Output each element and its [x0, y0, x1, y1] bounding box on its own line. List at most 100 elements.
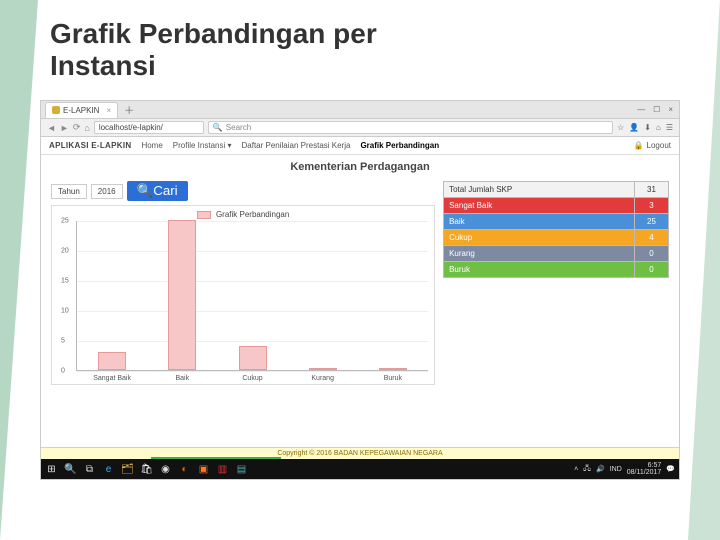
chart-gridline: [77, 251, 428, 252]
windows-taskbar: ⊞ 🔍 ⧉ e 🗂 🛍 ◉ ◐ ▣ ▥ ▤ ˄ 🖧 🔊 IND 6:5708/1…: [41, 459, 679, 479]
nav-forward-icon[interactable]: ►: [60, 123, 69, 133]
row-value: 4: [635, 230, 669, 246]
table-row: Kurang0: [444, 246, 669, 262]
window-minimize-icon[interactable]: —: [637, 105, 645, 114]
chrome-icon[interactable]: ◉: [159, 463, 172, 476]
chart-ytick: 15: [61, 278, 69, 285]
table-row: Cukup4: [444, 230, 669, 246]
row-value: 0: [635, 246, 669, 262]
chart-container: Grafik Perbandingan 0510152025Sangat Bai…: [51, 205, 435, 385]
logout-link[interactable]: 🔒 Logout: [634, 141, 671, 150]
chart-xlabel: Cukup: [233, 375, 273, 382]
chart-gridline: [77, 311, 428, 312]
nav-grafik[interactable]: Grafik Perbandingan: [360, 141, 439, 150]
nav-back-icon[interactable]: ◄: [47, 123, 56, 133]
page-title: Kementerian Perdagangan: [41, 155, 679, 177]
row-value: 25: [635, 214, 669, 230]
row-label: Cukup: [444, 230, 635, 246]
chart-ytick: 0: [61, 368, 65, 375]
system-tray[interactable]: ˄ 🖧 🔊 IND 6:5708/11/2017 💬: [574, 462, 675, 476]
table-row: Total Jumlah SKP31: [444, 182, 669, 198]
tray-clock[interactable]: 6:5708/11/2017: [627, 462, 662, 476]
chart-gridline: [77, 341, 428, 342]
chart-ytick: 20: [61, 248, 69, 255]
browser-window: E-LAPKIN × ＋ — ☐ × ◄ ► ⟳ ⌂ localhost/e-l…: [40, 100, 680, 480]
chart-bar: [168, 220, 196, 370]
chart-ytick: 25: [61, 218, 69, 225]
app-brand: APLIKASI E-LAPKIN: [49, 141, 131, 150]
chart-legend: Grafik Perbandingan: [58, 210, 428, 219]
row-label: Buruk: [444, 262, 635, 278]
tray-up-icon[interactable]: ˄: [574, 466, 578, 473]
browser-tab[interactable]: E-LAPKIN ×: [45, 102, 118, 118]
taskview-icon[interactable]: ⧉: [83, 463, 96, 476]
chart-ytick: 5: [61, 338, 65, 345]
row-value: 31: [635, 182, 669, 198]
tray-vol-icon[interactable]: 🔊: [596, 465, 605, 473]
chart-xlabel: Sangat Baik: [92, 375, 132, 382]
row-label: Total Jumlah SKP: [444, 182, 635, 198]
app-icon[interactable]: ▥: [216, 463, 229, 476]
tray-lang[interactable]: IND: [610, 466, 622, 473]
row-value: 3: [635, 198, 669, 214]
chart-gridline: [77, 371, 428, 372]
slide-title: Grafik Perbandingan per Instansi: [50, 18, 377, 82]
bookmark-icon[interactable]: ☆: [617, 123, 624, 132]
chart-bar: [379, 368, 407, 370]
url-input[interactable]: localhost/e-lapkin/: [94, 121, 204, 134]
edge-icon[interactable]: e: [102, 463, 115, 476]
home-icon[interactable]: ⌂: [656, 123, 661, 132]
download-icon[interactable]: ⬇: [644, 123, 651, 132]
legend-swatch-icon: [197, 211, 211, 219]
table-row: Baik25: [444, 214, 669, 230]
store-icon[interactable]: 🛍: [140, 463, 153, 476]
year-select[interactable]: 2016: [91, 184, 123, 199]
tray-notif-icon[interactable]: 💬: [666, 465, 675, 473]
window-close-icon[interactable]: ×: [668, 105, 673, 114]
chart-plot: 0510152025Sangat BaikBaikCukupKurangBuru…: [76, 221, 428, 371]
nav-home-icon[interactable]: ⌂: [84, 123, 89, 133]
legend-label: Grafik Perbandingan: [216, 210, 289, 219]
chart-xlabel: Kurang: [303, 375, 343, 382]
chart-ytick: 10: [61, 308, 69, 315]
app2-icon[interactable]: ▤: [235, 463, 248, 476]
chart-xlabel: Baik: [162, 375, 202, 382]
tab-title: E-LAPKIN: [63, 106, 99, 115]
menu-icon[interactable]: ☰: [666, 123, 673, 132]
chart-bar: [309, 368, 337, 370]
explorer-icon[interactable]: 🗂: [121, 463, 134, 476]
nav-home[interactable]: Home: [141, 141, 162, 150]
self-icon[interactable]: 👤: [629, 123, 639, 132]
summary-table: Total Jumlah SKP31Sangat Baik3Baik25Cuku…: [443, 181, 669, 278]
favicon-icon: [52, 106, 60, 114]
chart-bar: [239, 346, 267, 370]
new-tab-button[interactable]: ＋: [124, 102, 134, 117]
firefox-icon[interactable]: ◐: [178, 463, 191, 476]
chart-xlabel: Buruk: [373, 375, 413, 382]
row-label: Sangat Baik: [444, 198, 635, 214]
xampp-icon[interactable]: ▣: [197, 463, 210, 476]
chart-gridline: [77, 221, 428, 222]
lock-icon: 🔒: [634, 141, 644, 150]
tray-net-icon[interactable]: 🖧: [583, 464, 591, 475]
chart-bar: [98, 352, 126, 370]
nav-profile[interactable]: Profile Instansi ▾: [173, 141, 232, 150]
year-label: Tahun: [51, 184, 87, 199]
search-icon: 🔍: [213, 123, 223, 132]
tab-close-icon[interactable]: ×: [106, 106, 111, 115]
window-maximize-icon[interactable]: ☐: [653, 105, 660, 114]
browser-tabbar: E-LAPKIN × ＋ — ☐ ×: [41, 101, 679, 119]
search-taskbar-icon[interactable]: 🔍: [64, 463, 77, 476]
row-label: Baik: [444, 214, 635, 230]
search-button[interactable]: 🔍Cari: [127, 181, 188, 201]
footer-copyright: Copyright © 2016 BADAN KEPEGAWAIAN NEGAR…: [41, 447, 679, 459]
nav-daftar[interactable]: Daftar Penilaian Prestasi Kerja: [242, 141, 351, 150]
chart-gridline: [77, 281, 428, 282]
browser-toolbar: ◄ ► ⟳ ⌂ localhost/e-lapkin/ 🔍 Search ☆ 👤…: [41, 119, 679, 137]
nav-reload-icon[interactable]: ⟳: [73, 122, 81, 133]
start-icon[interactable]: ⊞: [45, 463, 58, 476]
row-label: Kurang: [444, 246, 635, 262]
table-row: Buruk0: [444, 262, 669, 278]
search-input[interactable]: 🔍 Search: [208, 121, 613, 134]
row-value: 0: [635, 262, 669, 278]
